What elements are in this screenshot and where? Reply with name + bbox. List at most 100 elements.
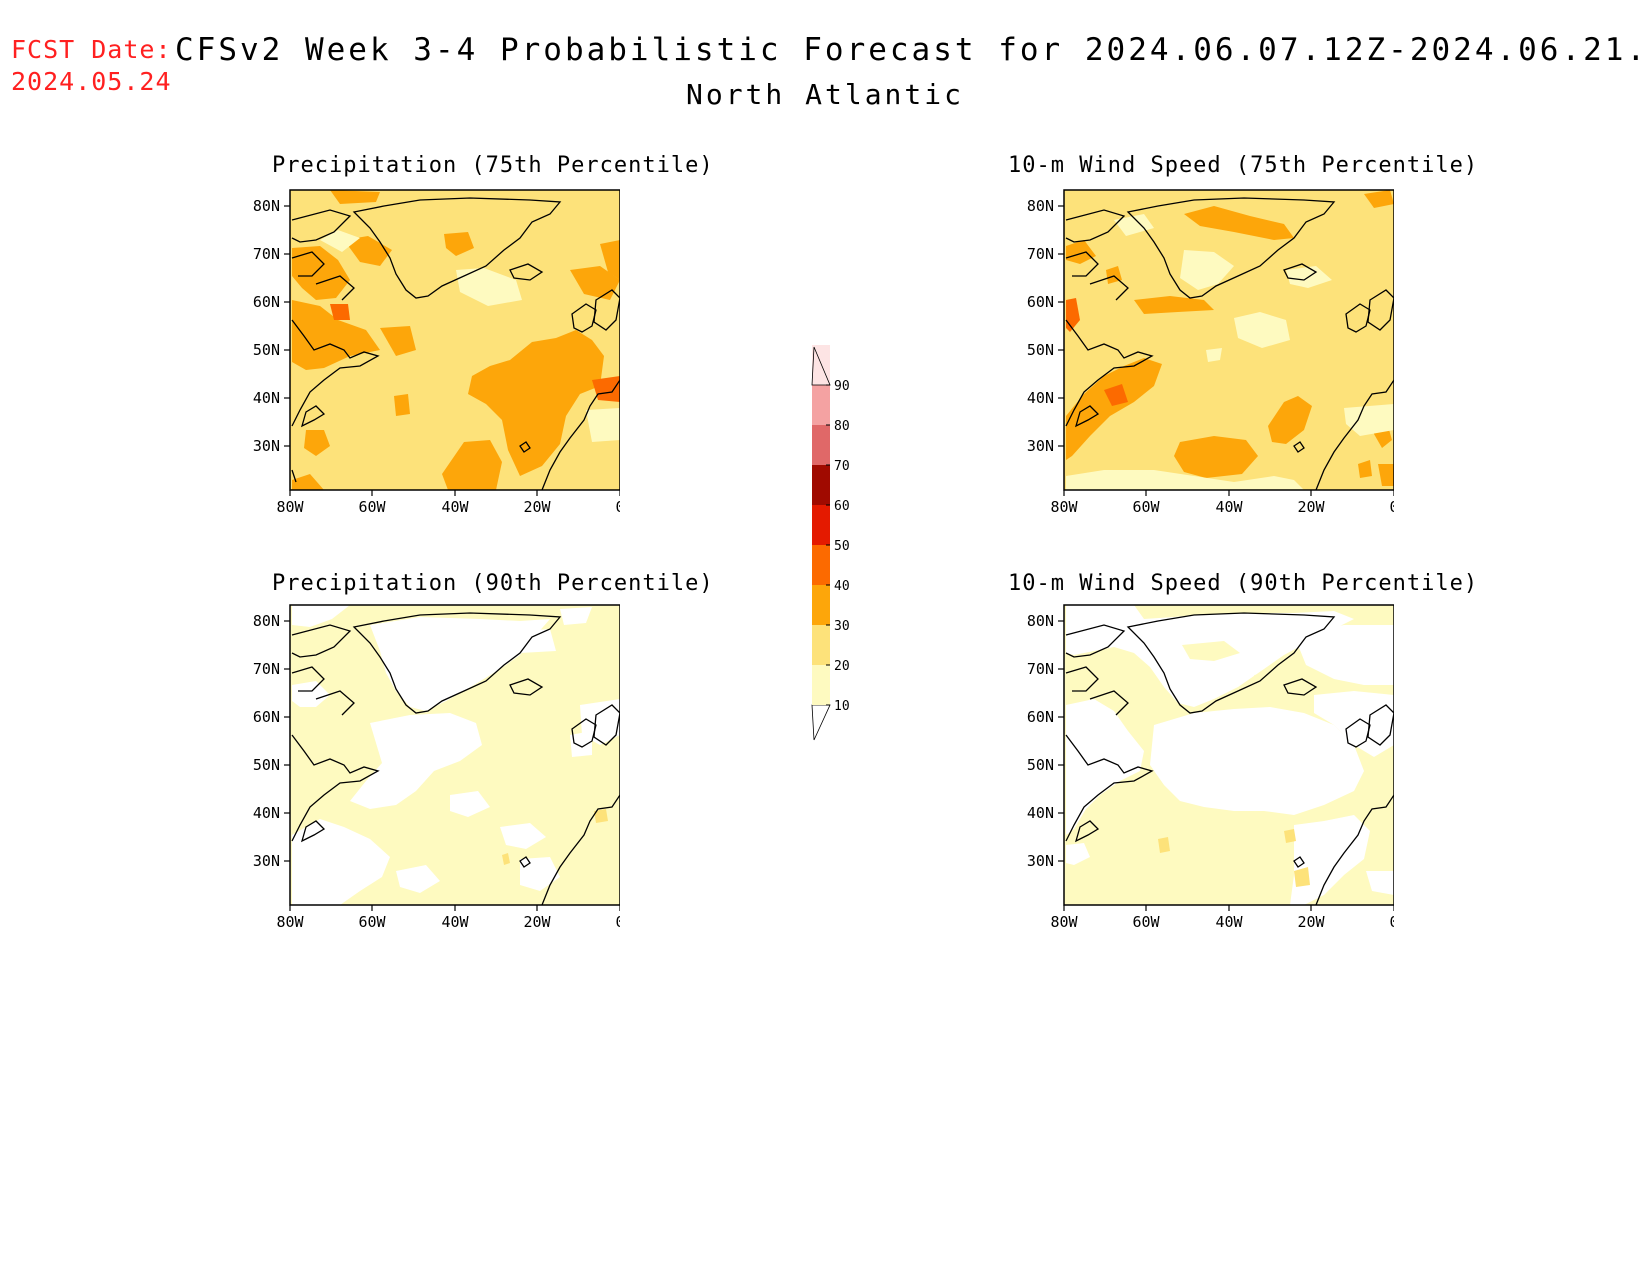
map-precip-75: 80N 70N 60N 50N 40N 30N 80W 60W 40W 20W … bbox=[253, 189, 620, 516]
lon-tick-label: 60W bbox=[358, 913, 386, 931]
lat-tick-label: 50N bbox=[1027, 341, 1054, 359]
lon-axis-labels: 80W 60W 40W 20W 0 bbox=[1050, 498, 1394, 516]
contour-20-30 bbox=[1158, 829, 1310, 887]
colorbar-segment bbox=[812, 425, 830, 465]
lon-tick-label: 20W bbox=[1297, 498, 1325, 516]
lon-tick-label: 20W bbox=[1297, 913, 1325, 931]
lat-tick-label: 80N bbox=[253, 197, 280, 215]
map-ticks bbox=[1058, 205, 1394, 496]
lat-tick-label: 70N bbox=[253, 660, 280, 678]
coastline bbox=[1065, 197, 1394, 491]
contour-below-10 bbox=[292, 605, 620, 905]
lon-tick-label: 0 bbox=[615, 913, 620, 931]
lon-tick-label: 80W bbox=[276, 913, 304, 931]
main-title: CFSv2 Week 3-4 Probabilistic Forecast fo… bbox=[175, 32, 1650, 68]
fcst-date-value: 2024.05.24 bbox=[11, 67, 172, 96]
colorbar-label: 30 bbox=[834, 619, 850, 634]
colorbar-segment bbox=[812, 665, 830, 705]
lat-tick-label: 60N bbox=[253, 293, 280, 311]
coastline bbox=[1065, 612, 1394, 906]
lon-tick-label: 80W bbox=[1050, 913, 1078, 931]
map-wind-75: 80N 70N 60N 50N 40N 30N 80W 60W 40W 20W … bbox=[1027, 189, 1394, 516]
contour-40-50 bbox=[330, 304, 620, 402]
lon-axis-labels: 80W 60W 40W 20W 0 bbox=[276, 498, 620, 516]
lat-axis-labels: 80N 70N 60N 50N 40N 30N bbox=[253, 197, 280, 455]
lon-tick-label: 40W bbox=[441, 913, 469, 931]
panel-title-wind-90: 10-m Wind Speed (90th Percentile) bbox=[1008, 571, 1479, 596]
colorbar-label: 20 bbox=[834, 659, 850, 674]
colorbar-label: 10 bbox=[834, 699, 850, 714]
colorbar-label: 90 bbox=[834, 379, 850, 394]
lat-tick-label: 30N bbox=[1027, 852, 1054, 870]
map-ticks bbox=[284, 620, 620, 911]
contour-20-30 bbox=[502, 809, 608, 865]
map-precip-90: 80N 70N 60N 50N 40N 30N 80W 60W 40W 20W … bbox=[253, 604, 620, 931]
colorbar-segment bbox=[812, 505, 830, 545]
lon-tick-label: 0 bbox=[615, 498, 620, 516]
lon-tick-label: 40W bbox=[1215, 498, 1243, 516]
map-ticks bbox=[1058, 620, 1394, 911]
lat-tick-label: 80N bbox=[1027, 197, 1054, 215]
lat-tick-label: 50N bbox=[253, 756, 280, 774]
lat-tick-label: 40N bbox=[253, 804, 280, 822]
lon-tick-label: 0 bbox=[1389, 498, 1394, 516]
contour-30-40 bbox=[292, 190, 620, 490]
lat-tick-label: 50N bbox=[253, 341, 280, 359]
lat-tick-label: 70N bbox=[1027, 660, 1054, 678]
colorbar-label: 70 bbox=[834, 459, 850, 474]
lon-tick-label: 60W bbox=[358, 498, 386, 516]
colorbar-segments bbox=[811, 345, 831, 741]
contour-10-20 bbox=[320, 230, 620, 442]
lat-tick-label: 60N bbox=[1027, 293, 1054, 311]
panel-title-precip-75: Precipitation (75th Percentile) bbox=[272, 153, 714, 178]
lon-axis-labels: 80W 60W 40W 20W 0 bbox=[1050, 913, 1394, 931]
contour-10-20 bbox=[1066, 214, 1394, 490]
region-title: North Atlantic bbox=[685, 78, 964, 111]
lat-tick-label: 30N bbox=[253, 437, 280, 455]
lat-tick-label: 40N bbox=[1027, 804, 1054, 822]
lat-tick-label: 80N bbox=[1027, 612, 1054, 630]
colorbar-label: 60 bbox=[834, 499, 850, 514]
colorbar-label: 80 bbox=[834, 419, 850, 434]
lat-tick-label: 70N bbox=[1027, 245, 1054, 263]
lat-tick-label: 60N bbox=[253, 708, 280, 726]
colorbar-label: 50 bbox=[834, 539, 850, 554]
colorbar-segment bbox=[812, 465, 830, 505]
lat-tick-label: 30N bbox=[1027, 437, 1054, 455]
colorbar: 10 20 30 40 50 60 70 80 90 bbox=[811, 345, 850, 741]
colorbar-segment bbox=[812, 585, 830, 625]
lon-tick-label: 60W bbox=[1132, 913, 1160, 931]
lat-tick-label: 50N bbox=[1027, 756, 1054, 774]
colorbar-labels: 10 20 30 40 50 60 70 80 90 bbox=[826, 379, 850, 714]
contour-30-40 bbox=[1066, 190, 1394, 486]
lat-axis-labels: 80N 70N 60N 50N 40N 30N bbox=[1027, 197, 1054, 455]
coastline bbox=[291, 197, 620, 491]
lat-tick-label: 40N bbox=[253, 389, 280, 407]
lon-tick-label: 80W bbox=[1050, 498, 1078, 516]
colorbar-upper-extension bbox=[811, 346, 831, 386]
lat-tick-label: 70N bbox=[253, 245, 280, 263]
lon-tick-label: 40W bbox=[441, 498, 469, 516]
lon-tick-label: 0 bbox=[1389, 913, 1394, 931]
coastline bbox=[291, 612, 620, 906]
lon-tick-label: 20W bbox=[523, 498, 551, 516]
fcst-date-label: FCST Date: bbox=[11, 35, 172, 64]
colorbar-lower-extension bbox=[811, 704, 831, 741]
lat-tick-label: 30N bbox=[253, 852, 280, 870]
lat-tick-label: 80N bbox=[253, 612, 280, 630]
contour-40-50 bbox=[1066, 298, 1128, 406]
lon-axis-labels: 80W 60W 40W 20W 0 bbox=[276, 913, 620, 931]
map-wind-90: 80N 70N 60N 50N 40N 30N 80W 60W 40W 20W … bbox=[1027, 604, 1394, 931]
colorbar-label: 40 bbox=[834, 579, 850, 594]
lat-axis-labels: 80N 70N 60N 50N 40N 30N bbox=[253, 612, 280, 870]
lon-tick-label: 20W bbox=[523, 913, 551, 931]
lon-tick-label: 40W bbox=[1215, 913, 1243, 931]
colorbar-segment bbox=[812, 625, 830, 665]
colorbar-segment bbox=[812, 545, 830, 585]
panel-title-wind-75: 10-m Wind Speed (75th Percentile) bbox=[1008, 153, 1479, 178]
lon-tick-label: 60W bbox=[1132, 498, 1160, 516]
lat-tick-label: 40N bbox=[1027, 389, 1054, 407]
lat-tick-label: 60N bbox=[1027, 708, 1054, 726]
panel-title-precip-90: Precipitation (90th Percentile) bbox=[272, 571, 714, 596]
map-ticks bbox=[284, 205, 620, 496]
